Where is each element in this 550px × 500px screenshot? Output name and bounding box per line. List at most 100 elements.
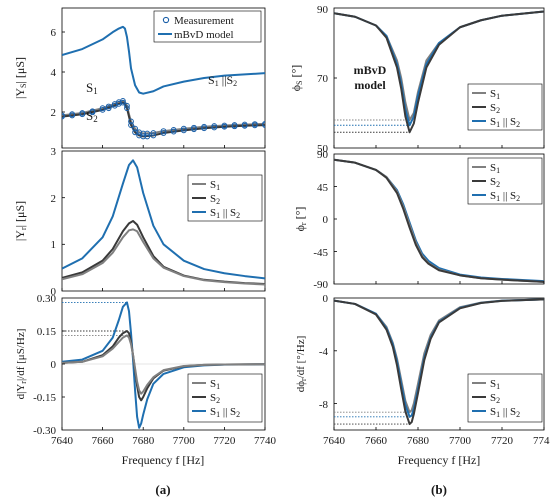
xtick-label: 7660 <box>365 435 388 447</box>
legend-box <box>153 10 262 43</box>
x-tick-labels: 7640 7660 7680 7700 7720 7740 <box>323 435 550 447</box>
xtick-label: 7700 <box>449 435 472 447</box>
annotation-model: model <box>354 78 386 92</box>
annotation-mbvd: mBvD <box>354 63 387 77</box>
measurement-point <box>180 127 187 134</box>
series-line-mid_s12 <box>62 159 265 280</box>
legend-label-s1: S1 <box>210 179 220 192</box>
plot-area-a-bot <box>61 301 266 430</box>
plot-area-b-mid <box>333 158 545 284</box>
x-axis-label: Frequency f [Hz] <box>398 453 481 467</box>
legend-label-s1: S1 <box>490 378 500 391</box>
measurement-point <box>89 109 96 116</box>
ytick-label: 3 <box>51 146 57 158</box>
measurement-point <box>150 132 157 139</box>
ytick-label: 90 <box>317 149 329 161</box>
xtick-label: 7740 <box>254 435 277 447</box>
ytick-label: 1 <box>51 239 57 251</box>
ytick-label: 0 <box>51 286 57 298</box>
ytick-label: 45 <box>317 182 329 194</box>
measurement-point <box>62 113 65 120</box>
ytick-label: 70 <box>317 73 329 85</box>
legend-label-s1: S1 <box>490 162 500 175</box>
y-axis-label: ϕS [°] <box>289 65 304 92</box>
measurement-point <box>140 133 147 140</box>
ytick-label: 0.15 <box>37 326 57 338</box>
measurement-point <box>120 98 126 104</box>
series-line-top_s12 <box>62 25 265 95</box>
x-axis-label: Frequency f [Hz] <box>122 453 205 467</box>
series-line-mid_s1 <box>62 228 265 286</box>
measurement-point <box>262 122 265 128</box>
legend-label-s1-s2: S1 || S2 <box>490 406 520 419</box>
panel-a-bot: 0.30 0.15 0 -0.15 -0.30 d|Yr|/df [μS/Hz]… <box>15 293 277 467</box>
ytick-label: 90 <box>317 4 329 16</box>
legend-label-s2: S2 <box>490 102 500 115</box>
measurement-point <box>170 126 177 133</box>
measurement-point <box>144 130 151 137</box>
legend-label-s1-s2: S1 || S2 <box>210 406 240 419</box>
plot-area-b-top <box>333 10 545 148</box>
measurement-point <box>120 99 126 106</box>
measurement-point <box>124 102 130 109</box>
legend-label-s1-s2: S1 || S2 <box>490 190 520 203</box>
ytick-label: 0 <box>323 214 329 226</box>
plot-area-b-bot <box>333 298 545 430</box>
series-line-bm_s2 <box>334 158 544 283</box>
measurement-point <box>124 105 130 112</box>
measurement-point <box>150 130 157 136</box>
legend-label-s1: S1 <box>490 88 500 101</box>
measurement-point <box>79 111 86 118</box>
measurement-point <box>241 122 248 129</box>
annotation-s2: S2 <box>86 108 98 124</box>
series-line-bt_s2 <box>334 10 544 134</box>
legend-label-s2: S2 <box>490 392 500 405</box>
panel-b-mid: 90 45 0 -45 -90 ϕr [°] S1 S2 S1 || S2 <box>293 149 545 291</box>
legend-label-s1-s2: S1 || S2 <box>210 207 240 220</box>
legend-label-measurement: Measurement <box>174 15 234 27</box>
panel-b-bot: 0 -4 -8 dϕr/df [°/Hz] 7640 7660 7680 770… <box>295 293 550 467</box>
ytick-label: -45 <box>313 247 328 259</box>
ytick-label: -90 <box>313 279 328 291</box>
xtick-label: 7700 <box>173 435 196 447</box>
ytick-label: -4 <box>319 346 329 358</box>
measurement-point <box>231 123 238 130</box>
measurement-point <box>251 122 258 129</box>
y-axis-label: ϕr [°] <box>293 207 308 232</box>
annotation-s1: S1 <box>86 80 98 96</box>
legend-label-mbvd: mBvD model <box>174 29 234 41</box>
xtick-label: 7680 <box>132 435 155 447</box>
y-axis-label: dϕr/df [°/Hz] <box>295 336 308 393</box>
legend-label-s2: S2 <box>490 176 500 189</box>
y-axis-label: d|Yr|/df [μS/Hz] <box>15 329 28 400</box>
measurement-point <box>180 125 187 132</box>
measurement-point <box>99 106 106 113</box>
measurement-point <box>191 126 197 133</box>
ytick-label: 4 <box>51 67 57 79</box>
measurement-point <box>160 128 167 135</box>
measurement-point <box>201 125 208 132</box>
plot-area-a-top <box>61 25 266 148</box>
ytick-label: 2 <box>51 193 57 205</box>
xtick-label: 7640 <box>51 435 74 447</box>
y-axis-label: |Yr| [μS] <box>13 201 28 241</box>
legend-label-s1: S1 <box>210 378 220 391</box>
x-tick-labels: 7640 7660 7680 7700 7720 7740 <box>51 435 277 447</box>
series-line-bot_s1 <box>62 334 265 395</box>
measurement-point <box>170 128 177 135</box>
annotation-s1-s2: S1 ||S2 <box>208 73 237 88</box>
xtick-label: 7640 <box>323 435 346 447</box>
series-line-bb_s2 <box>334 298 544 426</box>
ytick-label: -0.15 <box>33 392 56 404</box>
measurement-point <box>132 129 138 136</box>
ytick-label: 2 <box>51 107 57 119</box>
plot-area-a-mid <box>61 159 266 291</box>
panel-a-top: 2 4 6 |YS| [μS] Measurement mBvD model S… <box>13 7 266 149</box>
measurement-legend-marker <box>162 16 170 24</box>
figure-label-b: (b) <box>431 482 447 497</box>
measurement-point <box>105 103 112 110</box>
measurement-point <box>144 133 151 140</box>
ytick-label: 50 <box>317 143 329 155</box>
measurement-point <box>128 118 134 125</box>
